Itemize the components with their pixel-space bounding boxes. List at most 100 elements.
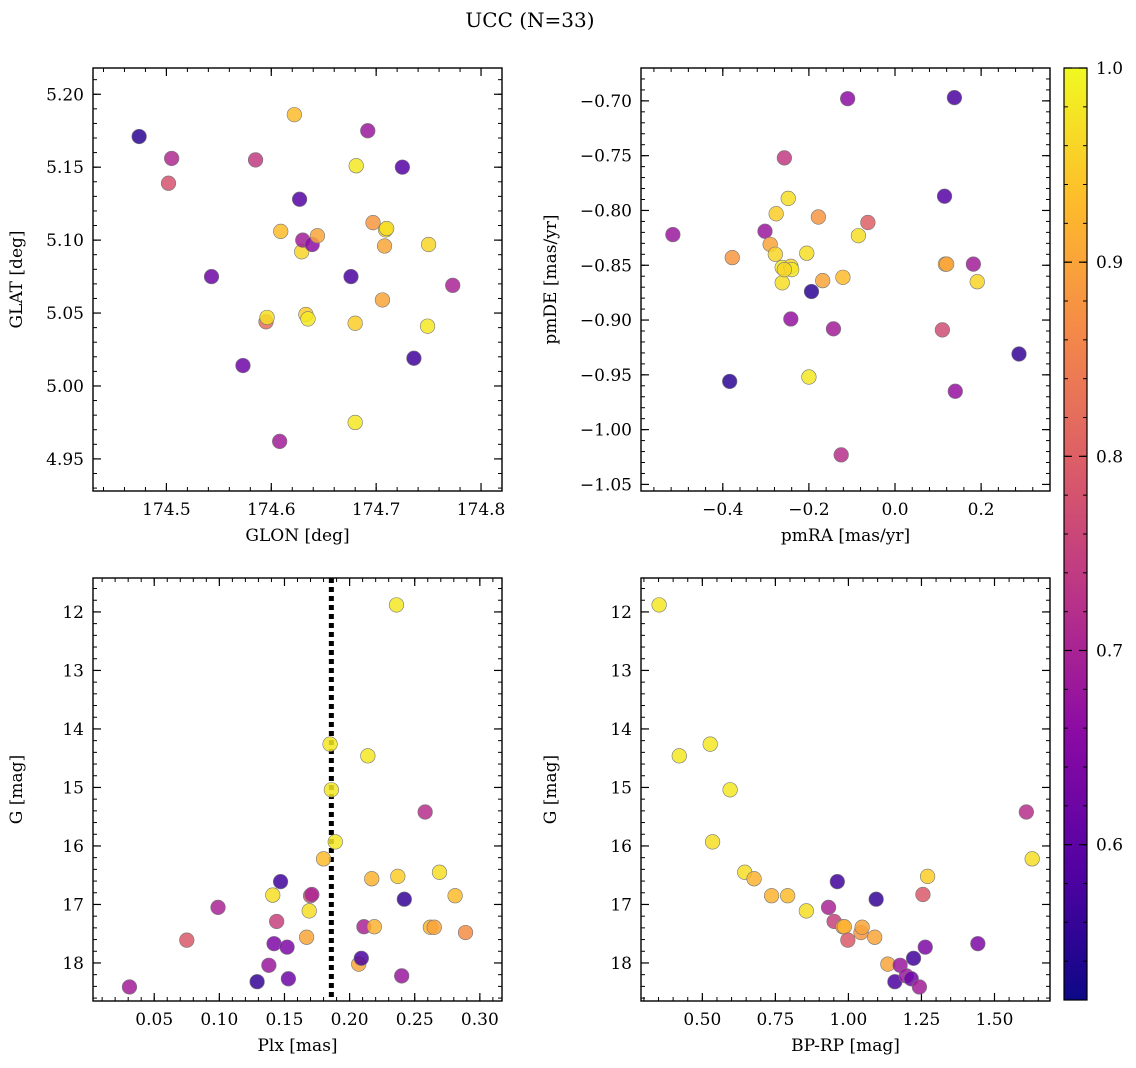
data-point (854, 919, 870, 935)
x-tick-label: −0.4 (702, 500, 743, 520)
x-tick-label: 0.05 (135, 1010, 173, 1030)
data-point (360, 123, 376, 139)
data-point (1024, 851, 1040, 867)
data-point (970, 936, 986, 952)
data-point (671, 748, 687, 764)
x-tick-label: 0.10 (200, 1010, 238, 1030)
y-tick-label: 5.15 (46, 158, 84, 178)
data-point (374, 292, 391, 308)
y-tick-label: 15 (62, 778, 84, 798)
data-point (919, 868, 936, 884)
plot-frame (640, 67, 1051, 492)
y-tick-label: 4.95 (46, 450, 84, 470)
data-point (835, 269, 851, 285)
data-point (376, 238, 393, 254)
data-point (280, 971, 296, 987)
data-point (210, 899, 226, 915)
y-tick-label: 5.20 (46, 85, 84, 105)
y-axis-label: pmDE [mas/yr] (541, 214, 561, 344)
plot-frame (92, 67, 503, 492)
data-point (272, 433, 288, 450)
data-point (304, 886, 320, 903)
data-point (299, 929, 315, 945)
data-point (390, 868, 406, 884)
x-tick-label: 0.2 (968, 500, 995, 520)
data-point (934, 322, 950, 338)
x-tick-label: 0.0 (881, 500, 908, 520)
data-point (266, 936, 282, 952)
data-point (396, 891, 412, 907)
data-point (445, 277, 461, 293)
data-point (160, 175, 177, 191)
data-point (836, 919, 852, 935)
y-tick-label: 18 (62, 954, 84, 974)
y-tick-label: 16 (610, 837, 632, 857)
plot-area (93, 578, 502, 1001)
data-point (235, 357, 251, 374)
data-point (936, 188, 953, 204)
panel-glon-glat: GLON [deg] GLAT [deg] 174.5 174.6 174.7 174… (7, 67, 506, 546)
data-point (426, 919, 442, 935)
x-tick-label: 174.6 (247, 500, 296, 520)
data-point (763, 888, 780, 904)
y-tick-label: −0.75 (580, 147, 632, 167)
data-point (419, 318, 436, 334)
data-point (783, 311, 799, 327)
data-point (300, 311, 316, 327)
x-axis-label: pmRA [mas/yr] (781, 526, 910, 546)
data-point (394, 968, 410, 984)
data-point (840, 91, 856, 107)
data-point (272, 874, 289, 890)
y-tick-label: −0.85 (580, 256, 632, 276)
y-axis-label: G [mag] (541, 755, 561, 824)
data-point (815, 272, 831, 289)
data-point (702, 736, 718, 752)
data-point (259, 309, 275, 326)
data-point (867, 929, 883, 945)
y-tick-label: 12 (610, 603, 632, 623)
data-point (905, 950, 922, 966)
data-point (768, 206, 784, 222)
y-tick-label: 5.00 (46, 377, 84, 397)
data-point (833, 447, 849, 463)
data-point (724, 249, 740, 266)
data-point (820, 899, 837, 915)
x-tick-label: 1.50 (976, 1010, 1014, 1030)
x-axis-label: BP-RP [mag] (791, 1036, 900, 1056)
data-point (323, 782, 339, 798)
x-tick-label: 174.8 (457, 500, 506, 520)
x-tick-label: 0.15 (266, 1010, 304, 1030)
data-point (757, 223, 773, 239)
data-point (406, 350, 422, 366)
data-point (343, 268, 359, 285)
data-point (665, 226, 681, 243)
data-point (774, 275, 790, 291)
y-tick-label: 5.10 (46, 231, 84, 251)
data-point (776, 262, 792, 278)
y-tick-label: 17 (62, 895, 84, 915)
data-point (203, 268, 220, 285)
data-point (651, 597, 667, 613)
data-point (969, 274, 985, 290)
x-tick-label: 174.7 (352, 500, 401, 520)
y-tick-label: −0.70 (580, 92, 632, 112)
y-tick-label: 15 (610, 778, 632, 798)
data-point (722, 782, 738, 798)
data-point (447, 888, 463, 904)
data-point (803, 283, 820, 300)
colorbar-tick-label: 0.6 (1096, 836, 1123, 856)
x-tick-label: 0.25 (396, 1010, 434, 1030)
figure-title: UCC (N=33) (465, 8, 594, 32)
panel-bprp-g: BP-RP [mag] G [mag] 0.50 0.75 1.00 1.25 1.50… (541, 577, 1051, 1056)
colorbar: 0.6 0.7 0.8 0.9 1.0 (1063, 59, 1123, 1001)
y-tick-label: 17 (610, 895, 632, 915)
data-point (947, 383, 963, 399)
y-tick-label: −1.00 (580, 421, 632, 441)
y-tick-label: 14 (62, 720, 84, 740)
data-point (868, 891, 884, 907)
plot-area (93, 68, 502, 491)
data-point (801, 369, 817, 385)
data-point (388, 597, 405, 613)
data-point (291, 191, 308, 207)
